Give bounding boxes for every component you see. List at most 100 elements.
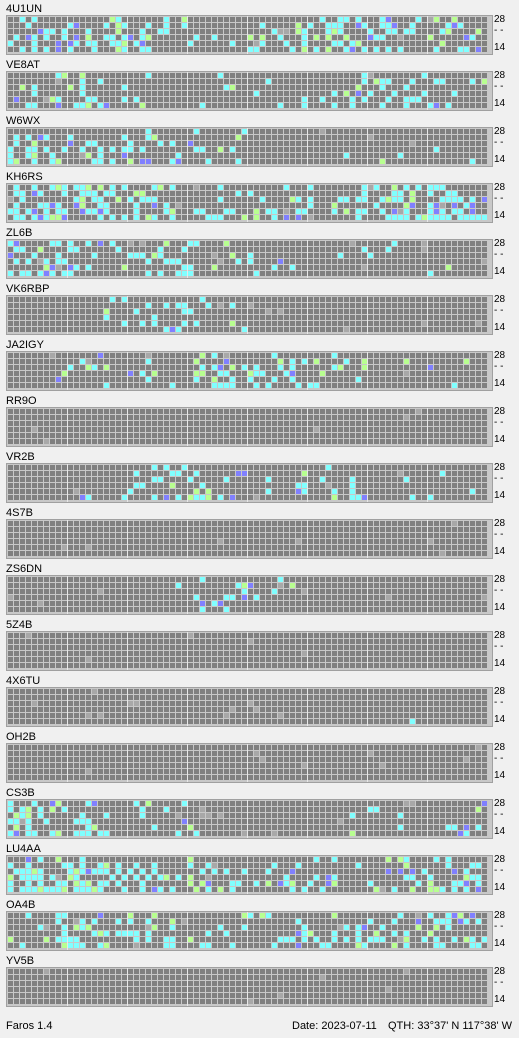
grid-cell bbox=[170, 47, 175, 52]
grid-cell bbox=[290, 85, 295, 90]
grid-cell bbox=[374, 271, 379, 276]
grid-cell bbox=[104, 315, 109, 320]
grid-cell bbox=[332, 103, 337, 108]
grid-cell bbox=[158, 465, 163, 470]
grid-cell bbox=[446, 141, 451, 146]
grid-cell bbox=[464, 365, 469, 370]
grid-cell bbox=[464, 29, 469, 34]
grid-cell bbox=[410, 209, 415, 214]
grid-cell bbox=[356, 129, 361, 134]
grid-cell bbox=[332, 17, 337, 22]
grid-cell bbox=[344, 159, 349, 164]
grid-cell bbox=[296, 185, 301, 190]
grid-cell bbox=[44, 265, 49, 270]
grid-cell bbox=[116, 159, 121, 164]
band-ticks: - - bbox=[494, 417, 504, 428]
grid-cell bbox=[218, 91, 223, 96]
grid-cell bbox=[350, 129, 355, 134]
grid-cell bbox=[230, 439, 235, 444]
grid-cell bbox=[68, 17, 73, 22]
grid-cell bbox=[452, 353, 457, 358]
grid-cell bbox=[440, 521, 445, 526]
grid-cell bbox=[182, 203, 187, 208]
grid-cell bbox=[422, 533, 427, 538]
grid-cell bbox=[242, 495, 247, 500]
grid-cell bbox=[338, 215, 343, 220]
grid-cell bbox=[482, 215, 487, 220]
grid-cell bbox=[308, 241, 313, 246]
grid-cell bbox=[146, 47, 151, 52]
grid-cell bbox=[92, 365, 97, 370]
grid-cell bbox=[110, 17, 115, 22]
grid-cell bbox=[248, 439, 253, 444]
grid-cell bbox=[308, 203, 313, 208]
grid-cell bbox=[236, 371, 241, 376]
grid-cell bbox=[92, 153, 97, 158]
grid-cell bbox=[320, 377, 325, 382]
grid-cell bbox=[236, 91, 241, 96]
grid-cell bbox=[338, 185, 343, 190]
grid-cell bbox=[482, 241, 487, 246]
grid-cell bbox=[308, 359, 313, 364]
grid-cell bbox=[8, 377, 13, 382]
grid-cell bbox=[290, 79, 295, 84]
grid-cell bbox=[206, 427, 211, 432]
grid-cell bbox=[194, 297, 199, 302]
grid-cell bbox=[80, 371, 85, 376]
grid-cell bbox=[8, 471, 13, 476]
band-label-bottom: 14 bbox=[494, 434, 506, 445]
grid-cell bbox=[194, 371, 199, 376]
grid-cell bbox=[212, 359, 217, 364]
grid-cell bbox=[128, 527, 133, 532]
grid-cell bbox=[14, 483, 19, 488]
grid-cell bbox=[470, 17, 475, 22]
grid-cell bbox=[236, 215, 241, 220]
grid-cell bbox=[410, 315, 415, 320]
grid-cell bbox=[440, 315, 445, 320]
grid-cell bbox=[368, 147, 373, 152]
grid-cell bbox=[116, 23, 121, 28]
grid-cell bbox=[212, 73, 217, 78]
grid-cell bbox=[158, 129, 163, 134]
grid-cell bbox=[170, 321, 175, 326]
grid-cell bbox=[164, 577, 169, 582]
grid-cell bbox=[224, 365, 229, 370]
grid-cell bbox=[74, 471, 79, 476]
grid-cell bbox=[212, 539, 217, 544]
grid-cell bbox=[368, 253, 373, 258]
grid-cell bbox=[350, 185, 355, 190]
grid-cell bbox=[326, 545, 331, 550]
grid-cell bbox=[206, 129, 211, 134]
grid-cell bbox=[134, 359, 139, 364]
grid-cell bbox=[416, 377, 421, 382]
grid-cell bbox=[458, 471, 463, 476]
grid-cell bbox=[398, 265, 403, 270]
grid-cell bbox=[326, 415, 331, 420]
grid-cell bbox=[8, 215, 13, 220]
grid-cell bbox=[416, 97, 421, 102]
grid-cell bbox=[44, 17, 49, 22]
grid-cell bbox=[326, 203, 331, 208]
grid-cell bbox=[350, 209, 355, 214]
grid-cell bbox=[68, 41, 73, 46]
grid-cell bbox=[260, 35, 265, 40]
grid-cell bbox=[92, 577, 97, 582]
grid-cell bbox=[32, 409, 37, 414]
grid-cell bbox=[428, 209, 433, 214]
grid-cell bbox=[86, 521, 91, 526]
grid-cell bbox=[140, 97, 145, 102]
grid-cell bbox=[74, 23, 79, 28]
grid-cell bbox=[98, 377, 103, 382]
grid-cell bbox=[350, 545, 355, 550]
grid-cell bbox=[356, 47, 361, 52]
grid-cell bbox=[206, 209, 211, 214]
grid-cell bbox=[236, 465, 241, 470]
grid-cell bbox=[458, 309, 463, 314]
grid-cell bbox=[92, 527, 97, 532]
grid-cell bbox=[338, 103, 343, 108]
grid-cell bbox=[368, 521, 373, 526]
grid-cell bbox=[200, 79, 205, 84]
grid-cell bbox=[476, 153, 481, 158]
grid-cell bbox=[254, 191, 259, 196]
grid-cell bbox=[116, 533, 121, 538]
